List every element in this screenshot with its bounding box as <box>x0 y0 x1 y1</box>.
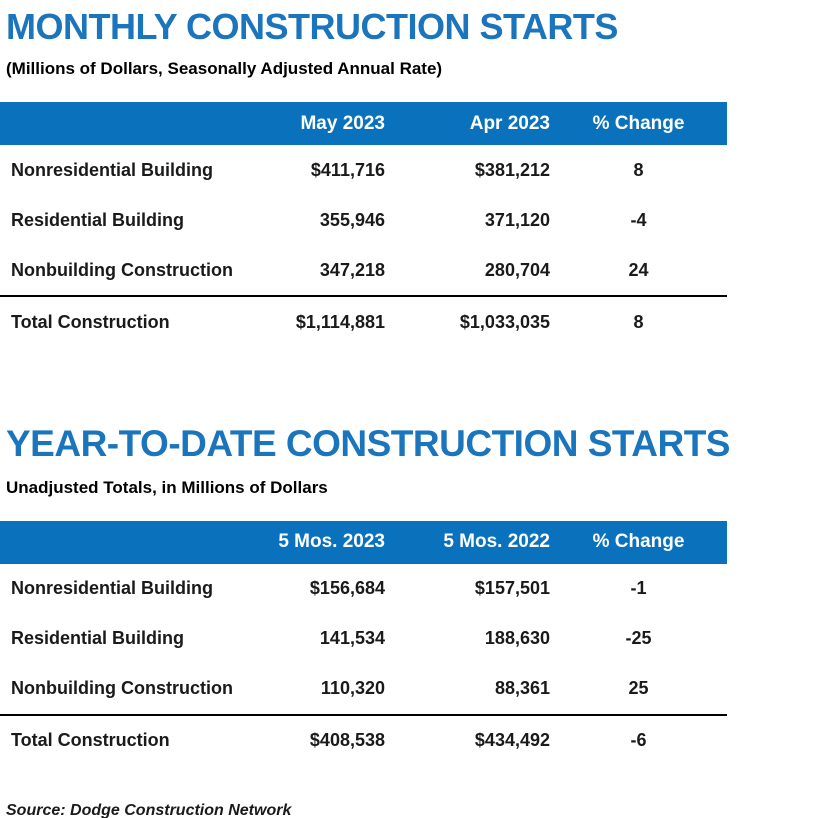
header-cell-period-2: 5 Mos. 2022 <box>443 531 550 553</box>
total-value-2: $434,492 <box>474 730 550 751</box>
monthly-table: May 2023 Apr 2023 % Change Nonresidentia… <box>0 102 727 347</box>
table-row: Residential Building 141,534 188,630 -25 <box>0 614 727 664</box>
row-value-2: 88,361 <box>494 678 550 699</box>
total-label: Total Construction <box>11 730 170 751</box>
row-value-1: 355,946 <box>319 209 385 230</box>
source-note: Source: Dodge Construction Network <box>6 801 292 818</box>
total-pct-change: 8 <box>633 311 644 332</box>
row-label: Nonbuilding Construction <box>11 259 233 280</box>
table-total-row: Total Construction $408,538 $434,492 -6 <box>0 713 727 766</box>
total-label: Total Construction <box>11 311 170 332</box>
row-label: Nonresidential Building <box>11 578 214 599</box>
row-value-1: 347,218 <box>319 259 385 280</box>
row-value-2: 188,630 <box>484 628 550 649</box>
monthly-section: MONTHLY CONSTRUCTION STARTS (Millions of… <box>0 6 817 347</box>
header-cell-period-1: May 2023 <box>300 112 385 134</box>
table-row: Nonresidential Building $411,716 $381,21… <box>0 145 727 195</box>
monthly-table-header-row: May 2023 Apr 2023 % Change <box>0 102 727 146</box>
row-value-1: $411,716 <box>310 159 385 180</box>
row-pct-change: 25 <box>628 678 649 699</box>
ytd-table: 5 Mos. 2023 5 Mos. 2022 % Change Nonresi… <box>0 520 727 766</box>
row-label: Residential Building <box>11 628 185 649</box>
row-value-2: $381,212 <box>474 159 550 180</box>
row-value-2: 371,120 <box>484 209 550 230</box>
total-value-1: $408,538 <box>309 730 385 751</box>
row-label: Nonbuilding Construction <box>11 678 233 699</box>
ytd-table-header-row: 5 Mos. 2023 5 Mos. 2022 % Change <box>0 520 727 564</box>
row-value-1: 141,534 <box>319 628 385 649</box>
header-cell-period-1: 5 Mos. 2023 <box>278 531 385 553</box>
ytd-section: YEAR-TO-DATE CONSTRUCTION STARTS Unadjus… <box>0 423 817 766</box>
monthly-subtitle: (Millions of Dollars, Seasonally Adjuste… <box>6 59 443 79</box>
table-total-row: Total Construction $1,114,881 $1,033,035… <box>0 295 727 347</box>
header-cell-pct-change: % Change <box>592 531 685 553</box>
table-row: Residential Building 355,946 371,120 -4 <box>0 195 727 245</box>
row-value-1: $156,684 <box>309 578 385 599</box>
monthly-title: MONTHLY CONSTRUCTION STARTS <box>6 6 618 47</box>
total-value-1: $1,114,881 <box>295 311 385 332</box>
total-value-2: $1,033,035 <box>459 311 550 332</box>
table-row: Nonbuilding Construction 347,218 280,704… <box>0 245 727 295</box>
row-label: Nonresidential Building <box>11 159 214 180</box>
row-pct-change: 8 <box>633 159 644 180</box>
row-value-2: 280,704 <box>484 259 550 280</box>
row-label: Residential Building <box>11 209 185 230</box>
total-pct-change: -6 <box>630 730 647 751</box>
row-value-2: $157,501 <box>474 578 550 599</box>
header-cell-period-2: Apr 2023 <box>469 112 550 134</box>
ytd-subtitle: Unadjusted Totals, in Millions of Dollar… <box>6 477 328 497</box>
row-value-1: 110,320 <box>320 678 385 699</box>
row-pct-change: 24 <box>628 259 649 280</box>
header-cell-pct-change: % Change <box>592 112 685 134</box>
row-pct-change: -1 <box>630 578 647 599</box>
ytd-title: YEAR-TO-DATE CONSTRUCTION STARTS <box>6 423 730 465</box>
row-pct-change: -4 <box>630 209 647 230</box>
table-row: Nonbuilding Construction 110,320 88,361 … <box>0 664 727 714</box>
row-pct-change: -25 <box>625 628 652 649</box>
table-row: Nonresidential Building $156,684 $157,50… <box>0 564 727 614</box>
